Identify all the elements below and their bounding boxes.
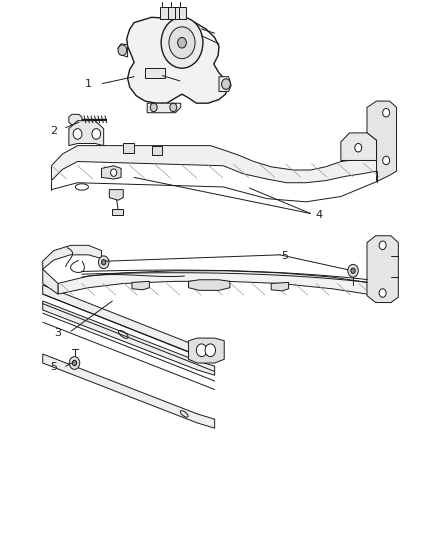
- Polygon shape: [367, 101, 396, 182]
- Polygon shape: [219, 77, 231, 92]
- Text: 2: 2: [50, 126, 57, 136]
- Circle shape: [111, 169, 117, 176]
- Circle shape: [72, 360, 77, 366]
- Polygon shape: [132, 281, 149, 290]
- Polygon shape: [188, 280, 230, 290]
- Polygon shape: [43, 269, 58, 294]
- Circle shape: [383, 109, 390, 117]
- Polygon shape: [145, 68, 165, 78]
- Text: 1: 1: [85, 78, 92, 88]
- Polygon shape: [43, 245, 102, 269]
- Polygon shape: [110, 190, 123, 200]
- Circle shape: [161, 17, 203, 68]
- Polygon shape: [43, 301, 215, 375]
- Circle shape: [99, 256, 109, 269]
- Circle shape: [383, 156, 390, 165]
- Polygon shape: [58, 271, 385, 300]
- Circle shape: [355, 143, 362, 152]
- Circle shape: [205, 344, 215, 357]
- Circle shape: [73, 128, 82, 139]
- Circle shape: [169, 27, 195, 59]
- Text: 4: 4: [315, 209, 323, 220]
- Text: 5: 5: [50, 362, 57, 372]
- Polygon shape: [43, 285, 215, 361]
- Circle shape: [222, 79, 230, 90]
- Circle shape: [196, 344, 207, 357]
- Polygon shape: [43, 354, 215, 428]
- Polygon shape: [123, 143, 134, 152]
- Circle shape: [348, 264, 358, 277]
- Polygon shape: [51, 146, 377, 183]
- Polygon shape: [69, 114, 82, 125]
- Polygon shape: [118, 44, 127, 57]
- Circle shape: [69, 357, 80, 369]
- Circle shape: [118, 45, 127, 55]
- Circle shape: [170, 103, 177, 112]
- Circle shape: [102, 260, 106, 265]
- Circle shape: [150, 103, 157, 112]
- Polygon shape: [102, 166, 121, 179]
- Polygon shape: [113, 209, 123, 215]
- Polygon shape: [188, 338, 224, 363]
- Polygon shape: [367, 236, 398, 303]
- Circle shape: [178, 37, 186, 48]
- Polygon shape: [271, 282, 289, 291]
- Polygon shape: [69, 120, 104, 146]
- Polygon shape: [147, 103, 181, 113]
- Polygon shape: [127, 17, 228, 103]
- Polygon shape: [341, 133, 377, 160]
- Text: 5: 5: [281, 251, 288, 261]
- Polygon shape: [160, 7, 186, 19]
- Polygon shape: [152, 146, 162, 155]
- Circle shape: [351, 268, 355, 273]
- Circle shape: [92, 128, 101, 139]
- Circle shape: [379, 289, 386, 297]
- Text: 3: 3: [54, 328, 61, 338]
- Circle shape: [379, 241, 386, 249]
